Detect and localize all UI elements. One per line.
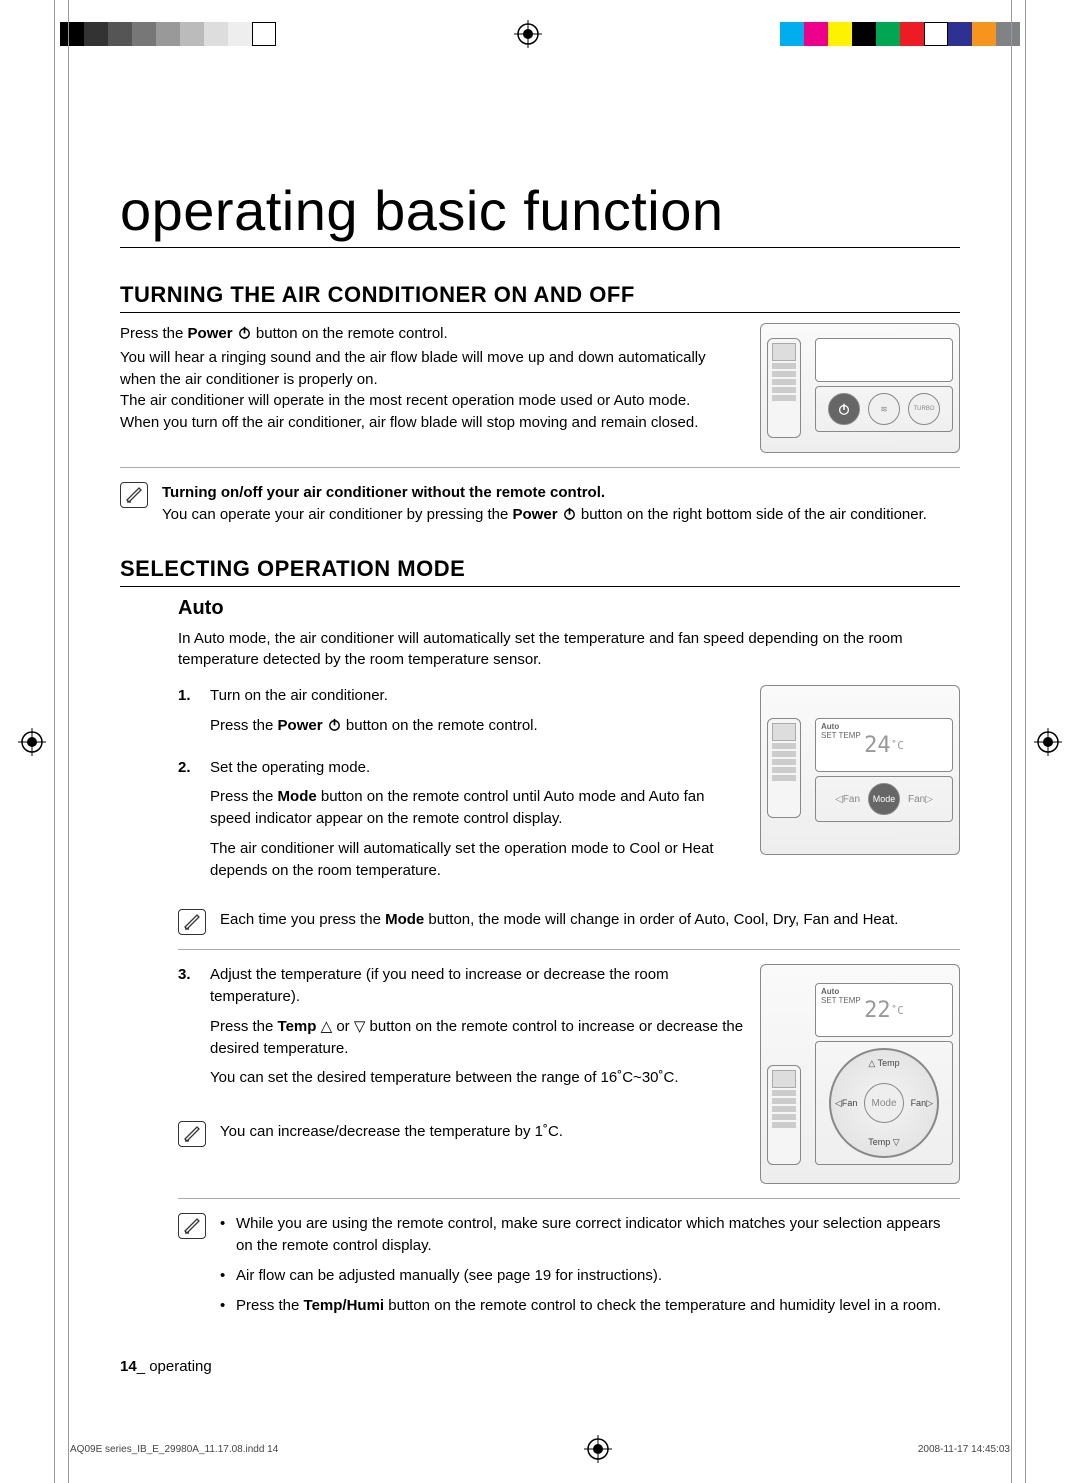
grayscale-bar — [60, 22, 276, 46]
crop-line — [1025, 0, 1026, 1483]
page-content: operating basic function TURNING THE AIR… — [0, 58, 1080, 1415]
lcd-temp: 24 — [864, 733, 891, 758]
auto-intro: In Auto mode, the air conditioner will a… — [178, 628, 960, 672]
text: When you turn off the air conditioner, a… — [120, 412, 744, 434]
step-number: 1. — [178, 685, 200, 747]
text: Set the operating mode. — [210, 757, 744, 779]
fan-right-label: Fan▷ — [911, 1098, 933, 1109]
crop-line — [1011, 0, 1012, 1483]
text: You can operate your air conditioner by … — [162, 506, 513, 523]
illus-mode-button: Mode — [864, 1083, 904, 1123]
text: Press the — [210, 717, 278, 734]
illustration-temp-panel: AutoSET TEMP 22˚C △ Temp Temp ▽ ◁Fan Fan… — [760, 964, 960, 1184]
step-number: 2. — [178, 757, 200, 890]
text: Press the — [210, 788, 278, 805]
page-number: 14 — [120, 1358, 137, 1375]
registration-mark-icon — [584, 1435, 612, 1463]
text: Press the — [120, 325, 188, 342]
crop-line — [54, 0, 55, 1483]
bold-text: Power — [188, 325, 233, 342]
text: Each time you press the — [220, 911, 385, 928]
tip-item: Press the Temp/Humi button on the remote… — [220, 1295, 960, 1317]
note-text: You can increase/decrease the temperatur… — [220, 1121, 744, 1143]
power-icon — [237, 325, 252, 347]
bold-text: Temp — [278, 1018, 317, 1035]
bold-text: Mode — [278, 788, 317, 805]
text: button on the remote control. — [256, 325, 448, 342]
illus-button: ≋ — [868, 393, 900, 425]
remote-mini-icon — [767, 338, 801, 438]
lcd-mode-label: Auto — [821, 987, 839, 996]
power-section-text: Press the Power button on the remote con… — [120, 323, 744, 434]
note-icon — [178, 1213, 206, 1239]
lcd-temp: 22 — [864, 998, 891, 1023]
fan-left-label: ◁Fan — [835, 794, 860, 805]
illus-power-button — [828, 393, 860, 425]
print-footer: AQ09E series_IB_E_29980A_11.17.08.indd 1… — [0, 1415, 1080, 1483]
power-icon — [327, 717, 342, 739]
lcd-mode-label: Auto — [821, 722, 839, 731]
bold-text: Power — [513, 506, 558, 523]
remote-mini-icon — [767, 718, 801, 818]
bold-text: Power — [278, 717, 323, 734]
step-number: 3. — [178, 964, 200, 1097]
color-bar — [780, 22, 1020, 46]
illustration-mode-panel: AutoSET TEMP 24˚C ◁Fan Mode Fan▷ — [760, 685, 960, 855]
print-file-name: AQ09E series_IB_E_29980A_11.17.08.indd 1… — [70, 1444, 278, 1455]
illustration-power-panel: ≋ TURBO — [760, 323, 960, 453]
text: button on the remote control. — [346, 717, 538, 734]
page-title: operating basic function — [120, 178, 960, 248]
text: The air conditioner will operate in the … — [120, 390, 744, 412]
note-icon — [178, 1121, 206, 1147]
footer-section: _ operating — [137, 1358, 212, 1375]
note-title: Turning on/off your air conditioner with… — [162, 482, 960, 504]
note-icon — [178, 909, 206, 935]
text: Adjust the temperature (if you need to i… — [210, 964, 744, 1008]
remote-mini-icon — [767, 1065, 801, 1165]
tip-item: Air flow can be adjusted manually (see p… — [220, 1265, 960, 1287]
crop-line — [68, 0, 69, 1483]
text: Press the — [236, 1297, 304, 1314]
lcd-unit: ˚C — [891, 1004, 904, 1017]
text: button on the right bottom side of the a… — [581, 506, 927, 523]
illus-turbo-button: TURBO — [908, 393, 940, 425]
illus-mode-button: Mode — [868, 783, 900, 815]
text: You will hear a ringing sound and the ai… — [120, 347, 744, 391]
subheading-auto: Auto — [178, 597, 960, 620]
text: You can set the desired temperature betw… — [210, 1067, 744, 1089]
bold-text: Mode — [385, 911, 424, 928]
lcd-unit: ˚C — [891, 739, 904, 752]
note-icon — [120, 482, 148, 508]
fan-left-label: ◁Fan — [835, 1098, 857, 1109]
bold-text: Temp/Humi — [304, 1297, 385, 1314]
print-date: 2008-11-17 14:45:03 — [918, 1444, 1010, 1455]
page-footer: 14_ operating — [120, 1358, 960, 1375]
fan-right-label: Fan▷ — [908, 794, 933, 805]
print-marks-top — [0, 0, 1080, 58]
registration-mark-icon — [18, 728, 46, 756]
registration-mark-icon — [1034, 728, 1062, 756]
registration-mark-icon — [514, 20, 542, 48]
text: The air conditioner will automatically s… — [210, 838, 744, 882]
divider — [120, 467, 960, 468]
section-heading-mode: SELECTING OPERATION MODE — [120, 556, 960, 587]
tip-item: While you are using the remote control, … — [220, 1213, 960, 1257]
section-heading-power: TURNING THE AIR CONDITIONER ON AND OFF — [120, 282, 960, 313]
temp-up-label: △ Temp — [829, 1058, 939, 1069]
text: Turn on the air conditioner. — [210, 685, 538, 707]
text: button, the mode will change in order of… — [424, 911, 898, 928]
text: button on the remote control to check th… — [384, 1297, 941, 1314]
divider — [178, 1198, 960, 1199]
temp-down-label: Temp ▽ — [829, 1137, 939, 1148]
text: Press the — [210, 1018, 278, 1035]
illus-dpad: △ Temp Temp ▽ ◁Fan Fan▷ Mode — [829, 1048, 939, 1158]
divider — [178, 949, 960, 950]
power-icon — [562, 506, 577, 528]
